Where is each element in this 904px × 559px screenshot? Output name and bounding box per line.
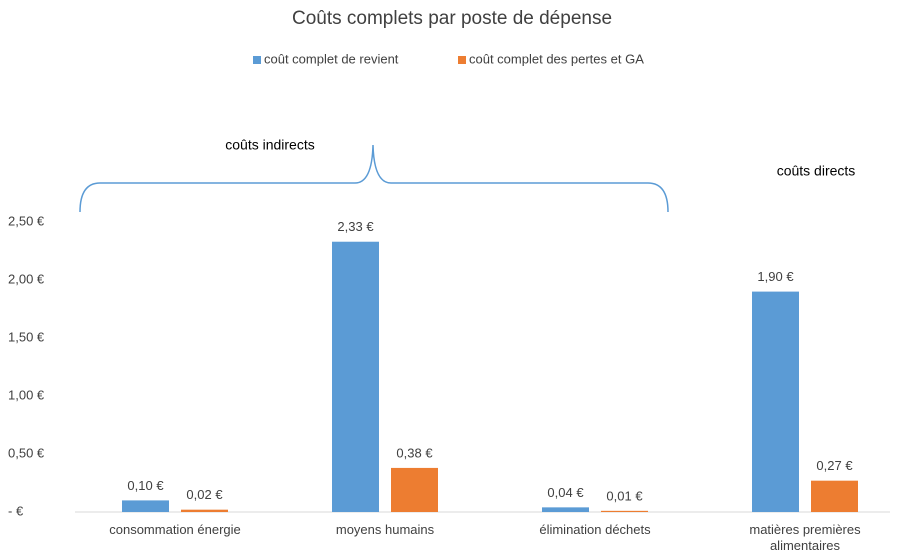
x-tick-label: matières premières alimentaires xyxy=(749,522,861,553)
y-tick-label: - € xyxy=(8,503,24,518)
data-label: 0,04 € xyxy=(547,485,584,500)
legend-swatch xyxy=(458,56,466,64)
data-label: 0,10 € xyxy=(127,478,164,493)
data-label: 1,90 € xyxy=(757,269,794,284)
legend-label: coût complet de revient xyxy=(264,51,399,66)
legend-swatch xyxy=(253,56,261,64)
annotation: coûts indirects xyxy=(225,137,314,153)
annotation: coûts directs xyxy=(777,163,856,179)
y-tick-label: 2,50 € xyxy=(8,213,45,228)
chart-title: Coûts complets par poste de dépense xyxy=(292,8,612,29)
data-label: 0,01 € xyxy=(606,488,643,503)
x-tick-label: élimination déchets xyxy=(539,522,651,537)
legend-label: coût complet des pertes et GA xyxy=(469,51,644,66)
bar xyxy=(542,507,589,512)
bar xyxy=(811,480,858,512)
data-label: 0,27 € xyxy=(816,458,853,473)
bar xyxy=(391,467,438,512)
brace xyxy=(79,144,669,213)
x-tick-label: consommation énergie xyxy=(109,522,241,537)
data-label: 0,38 € xyxy=(396,445,433,460)
bar xyxy=(122,500,169,512)
data-label: 2,33 € xyxy=(337,219,374,234)
y-tick-label: 0,50 € xyxy=(8,445,45,460)
bar xyxy=(332,241,379,512)
bar xyxy=(181,509,228,512)
data-label: 0,02 € xyxy=(186,487,223,502)
bar xyxy=(601,510,648,512)
x-tick-label: moyens humains xyxy=(335,522,435,537)
y-tick-label: 2,00 € xyxy=(8,271,45,286)
y-tick-label: 1,00 € xyxy=(8,387,45,402)
bar xyxy=(752,291,799,512)
y-tick-label: 1,50 € xyxy=(8,329,45,344)
